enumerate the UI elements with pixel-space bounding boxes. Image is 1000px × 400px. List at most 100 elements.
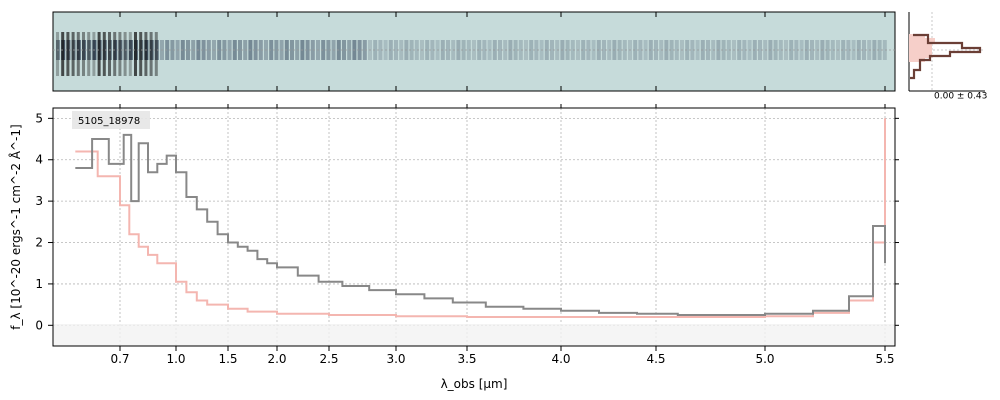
spectrum-2d-noise-column: [118, 32, 122, 76]
spectrum-2d-pixel-column: [669, 40, 674, 60]
y-tick-label: 5: [35, 111, 43, 125]
spectrum-2d-pixel-column: [773, 40, 778, 60]
spectrum-2d-pixel-column: [617, 40, 622, 60]
x-axis-ticks: 0.7 1.0 1.5 2.0 2.5 3.0 3.5 4.0 4.5 5.0 5.5: [110, 104, 895, 366]
spectrum-2d-pixel-column: [534, 40, 539, 60]
spectrum-2d-pixel-column: [518, 40, 523, 60]
spectrum-2d-pixel-column: [258, 40, 263, 60]
spectrum-2d-noise-column: [108, 32, 111, 76]
spectrum-2d-pixel-column: [810, 40, 814, 60]
spectrum-2d-pixel-column: [326, 40, 331, 60]
spectrum-2d-pixel-column: [721, 40, 726, 60]
spectrum-2d-pixel-column: [425, 40, 430, 60]
spectrum-2d-pixel-column: [305, 40, 310, 60]
spectrum-2d-pixel-column: [253, 40, 258, 60]
spectrum-2d-pixel-column: [758, 40, 762, 60]
x-tick-label: 5.5: [875, 352, 894, 366]
spectrum-2d-pixel-column: [409, 40, 414, 60]
spectrum-2d-pixel-column: [550, 40, 554, 60]
spectrum-2d-pixel-column: [830, 40, 835, 60]
spectrum-2d-pixel-column: [154, 40, 159, 60]
x-axis-label: λ_obs [μm]: [441, 377, 508, 391]
spectrum-2d-pixel-column: [570, 40, 575, 60]
spectrum-2d-pixel-column: [778, 40, 783, 60]
spectrum-2d-pixel-column: [446, 40, 450, 60]
spectrum-2d-pixel-column: [846, 40, 851, 60]
spectrum-2d-pixel-column: [690, 40, 695, 60]
spectrum-2d-pixel-column: [602, 40, 606, 60]
spectrum-2d-pixel-column: [841, 40, 846, 60]
spectrum-2d-pixel-column: [357, 40, 362, 60]
spectrum-2d-panel: [52, 11, 896, 92]
y-tick-label: 4: [35, 153, 43, 167]
y-axis-ticks: 0 1 2 3 4 5: [35, 111, 899, 332]
object-label-box: [72, 111, 150, 129]
spectrum-2d-pixel-column: [186, 40, 190, 60]
spectrum-2d-noise-column: [76, 32, 80, 76]
spectrum-2d-pixel-column: [622, 40, 627, 60]
spectrum-2d-pixel-column: [862, 40, 866, 60]
spectrum-1d-panel: 0.7 1.0 1.5 2.0 2.5 3.0 3.5 4.0 4.5 5.0 5.5 0 1 2 3 4 5…: [8, 104, 899, 391]
x-tick-label: 1.5: [218, 352, 237, 366]
spectrum-2d-pixel-column: [581, 40, 586, 60]
spectrum-2d-pixel-column: [685, 40, 690, 60]
spectrum-data-line: [75, 133, 886, 316]
spectrum-2d-pixel-column: [82, 40, 86, 60]
spectrum-2d-noise-column: [123, 32, 127, 76]
y-tick-label: 3: [35, 194, 43, 208]
spectrum-2d-pixel-column: [789, 40, 794, 60]
spectrum-2d-pixel-column: [654, 40, 658, 60]
spectrum-2d-pixel-column: [706, 40, 710, 60]
spectrum-2d-pixel-column: [794, 40, 799, 60]
y-tick-label: 0: [35, 318, 43, 332]
spectrum-2d-noise-column: [56, 32, 59, 76]
spectrum-model-line: [75, 118, 886, 318]
spectrum-2d-pixel-column: [217, 40, 222, 60]
spectrum-2d-pixel-column: [430, 40, 435, 60]
profile-data-line: [910, 33, 982, 80]
spectrum-2d-pixel-column: [726, 40, 731, 60]
spectrum-2d-noise-column: [149, 32, 153, 76]
spectrum-2d-pixel-column: [742, 40, 747, 60]
spectrum-2d-noise-column: [61, 32, 65, 76]
spectrum-2d-pixel-column: [201, 40, 206, 60]
spectrum-2d-ticks: [119, 12, 886, 91]
spectrum-2d-pixel-column: [170, 40, 175, 60]
x-tick-label: 4.0: [551, 352, 570, 366]
spectrum-2d-pixel-column: [373, 40, 378, 60]
spectrum-2d-pixel-column: [118, 40, 123, 60]
spectrum-2d-pixel-column: [206, 40, 211, 60]
spectrum-2d-noise-column: [144, 32, 148, 76]
spectrum-2d-pixel-column: [290, 40, 294, 60]
x-tick-label: 0.7: [110, 352, 129, 366]
spectrum-2d-pixel-column: [529, 40, 534, 60]
spectrum-2d-pixel-column: [565, 40, 570, 60]
spectrum-2d-pixel-column: [633, 40, 638, 60]
spectrum-2d-pixel-column: [321, 40, 326, 60]
spectrum-2d-noise-column: [82, 32, 85, 76]
spectrum-2d-noise-column: [71, 32, 75, 76]
spectrum-2d-pixel-column: [882, 40, 887, 60]
spectrum-2d-noise-column: [154, 32, 158, 76]
spectrum-2d-noise-column: [134, 32, 137, 76]
spectrum-2d-pixel-column: [513, 40, 518, 60]
x-tick-label: 3.5: [457, 352, 476, 366]
spectrum-2d-pixel-column: [498, 40, 502, 60]
spectrum-2d-pixel-column: [477, 40, 482, 60]
spectrum-2d-pixel-column: [586, 40, 591, 60]
spectrum-2d-pixel-column: [482, 40, 487, 60]
x-tick-label: 5.0: [755, 352, 774, 366]
y-tick-label: 1: [35, 277, 43, 291]
spectrum-2d-pixel-column: [461, 40, 466, 60]
spectrum-2d-pixel-column: [269, 40, 274, 60]
spectrum-2d-pixel-column: [466, 40, 471, 60]
spectrum-2d-pixel-column: [310, 40, 315, 60]
spectrum-2d-pixel-column: [877, 40, 882, 60]
x-tick-label: 1.0: [166, 352, 185, 366]
spectrum-2d-pixel-column: [674, 40, 679, 60]
spectrum-1d-frame: [52, 107, 896, 347]
spectrum-2d-pixel-column: [165, 40, 170, 60]
spectrum-2d-pixel-column: [238, 40, 242, 60]
x-tick-label: 3.0: [386, 352, 405, 366]
